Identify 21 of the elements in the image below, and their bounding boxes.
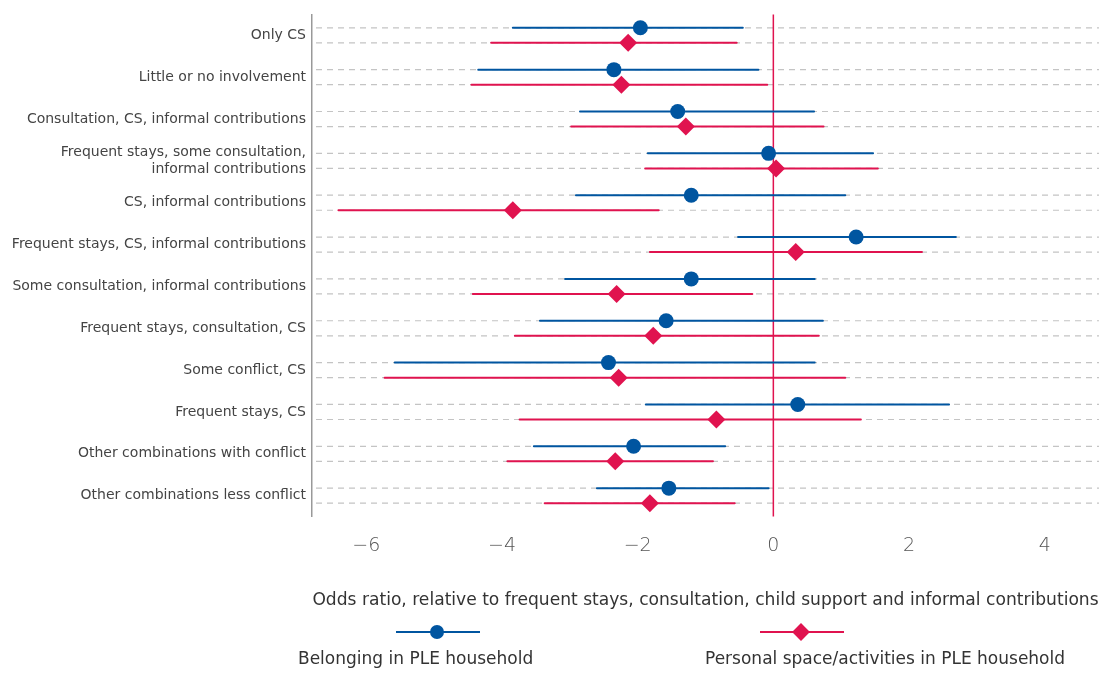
- y-tick-label: Little or no involvement: [138, 67, 307, 84]
- legend-label: Personal space/activities in PLE household: [705, 648, 1066, 668]
- y-tick-label: Frequent stays, some consultation, informal contributions: [60, 143, 306, 176]
- x-tick-label: 2: [902, 532, 916, 555]
- legend-label: Belonging in PLE household: [298, 648, 534, 668]
- y-tick-label: Some consultation, informal contributions: [12, 277, 306, 294]
- x-tick-label: 4: [1038, 532, 1051, 555]
- x-axis-title: Odds ratio, relative to frequent stays, consultation, child support and informal contributions: [312, 588, 1099, 609]
- x-tick-label: −6: [352, 532, 381, 555]
- y-tick-label: Frequent stays, CS: [175, 402, 307, 419]
- x-tick-label: −4: [487, 532, 516, 555]
- x-tick-label: −2: [623, 532, 652, 555]
- y-tick-label: Some conflict, CS: [183, 360, 307, 377]
- x-tick-label: 0: [767, 532, 780, 555]
- y-tick-label: Consultation, CS, informal contributions: [26, 109, 306, 126]
- y-tick-label: CS, informal contributions: [123, 193, 306, 210]
- y-tick-label: Frequent stays, CS, informal contributions: [11, 235, 306, 252]
- y-tick-label: Other combinations with conflict: [77, 444, 307, 461]
- y-tick-label: Other combinations less conflict: [80, 486, 307, 503]
- y-tick-label: Only CS: [250, 25, 307, 42]
- y-tick-label: Frequent stays, consultation, CS: [80, 318, 307, 335]
